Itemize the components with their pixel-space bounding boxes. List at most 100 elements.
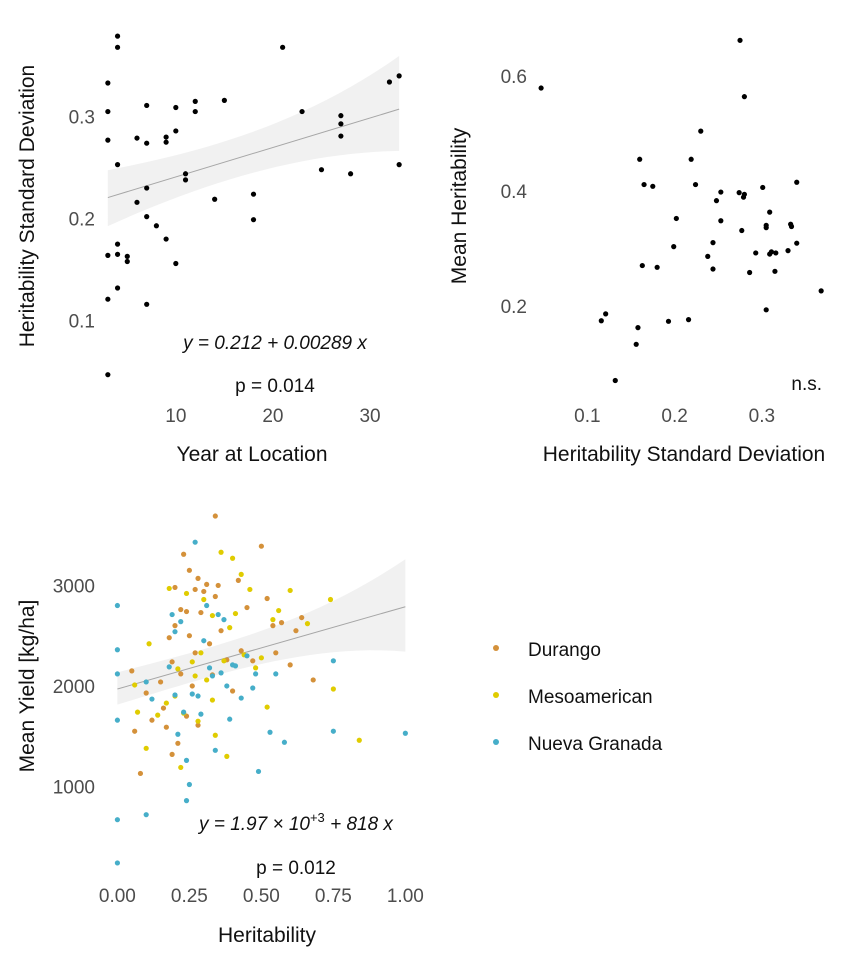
data-point [144, 140, 150, 146]
data-point [198, 650, 204, 656]
data-point [105, 137, 111, 143]
data-point [186, 567, 192, 573]
data-point [635, 325, 641, 331]
data-point [338, 121, 344, 127]
data-point [172, 584, 178, 591]
y-tick-label: 2000 [53, 677, 95, 698]
data-point [206, 665, 213, 671]
data-point [114, 44, 121, 50]
data-point [267, 729, 273, 735]
data-point [172, 629, 178, 635]
data-point [114, 602, 120, 609]
data-point [280, 44, 286, 50]
data-point [692, 181, 699, 188]
panel-sd-vs-mean-heritability: 0.1 0.2 0.3 0.2 0.4 0.6 Heritability Standar… [448, 37, 825, 466]
data-point [114, 860, 120, 866]
data-point [250, 217, 257, 223]
significance-label: n.s. [791, 374, 822, 395]
data-point [741, 191, 747, 197]
data-point [181, 709, 187, 715]
data-point [172, 692, 178, 698]
data-point [330, 686, 336, 692]
regression-line [107, 108, 400, 199]
data-point [330, 728, 336, 734]
data-point [114, 671, 120, 677]
x-tick-label: 0.25 [171, 886, 208, 907]
y-tick-label: 3000 [53, 576, 95, 597]
data-point [157, 679, 164, 685]
legend-marker-nueva-granada [493, 739, 499, 745]
data-point [114, 285, 121, 291]
y-tick-label: 0.4 [501, 182, 528, 203]
data-point [741, 94, 747, 100]
data-point [396, 162, 402, 168]
data-point [255, 768, 262, 775]
x-tick-label: 0.2 [661, 406, 687, 427]
data-point [612, 377, 618, 384]
data-point [386, 79, 393, 85]
data-point [356, 737, 362, 743]
data-point [718, 218, 724, 224]
data-point [105, 108, 111, 115]
x-tick-label: 0.3 [749, 406, 775, 427]
y-tick-label: 0.1 [69, 312, 95, 333]
data-point [132, 728, 138, 734]
x-tick-label: 20 [262, 406, 283, 427]
data-point [114, 647, 120, 653]
x-tick-label: 0.75 [315, 886, 352, 907]
data-point [650, 183, 656, 189]
data-point [189, 683, 195, 689]
data-point [195, 575, 201, 581]
data-point [198, 609, 204, 616]
data-point [253, 671, 259, 677]
legend-label-durango: Durango [528, 640, 601, 661]
data-point [710, 240, 716, 246]
data-point [163, 236, 169, 242]
legend-marker-durango [493, 645, 499, 651]
data-point [105, 80, 111, 86]
y-axis-title: Heritability Standard Deviation [16, 65, 39, 347]
data-point [224, 683, 230, 689]
y-tick-label: 0.2 [501, 297, 527, 318]
confidence-band [107, 56, 400, 227]
data-point [172, 623, 178, 629]
data-point [304, 621, 311, 627]
data-point [718, 189, 724, 195]
data-point [287, 587, 293, 594]
data-point [221, 617, 227, 623]
data-point [183, 590, 190, 597]
data-point [232, 663, 239, 669]
data-point [189, 691, 195, 697]
data-point [538, 85, 544, 91]
data-point [166, 585, 172, 592]
data-point [710, 266, 716, 272]
data-point [238, 648, 244, 654]
data-point [760, 184, 766, 191]
y-tick-label: 0.3 [69, 108, 95, 129]
regression-equation: y = 0.212 + 0.00289 x [181, 333, 368, 354]
data-point [114, 162, 121, 168]
data-point [218, 628, 224, 634]
data-point [192, 98, 198, 104]
data-point [143, 679, 149, 685]
data-point [212, 732, 218, 738]
data-point [238, 695, 244, 701]
data-point [178, 606, 184, 613]
data-point [639, 262, 645, 269]
y-tick-label: 0.2 [69, 210, 95, 231]
data-point [299, 108, 305, 115]
y-axis-title: Mean Heritability [448, 127, 471, 284]
data-point [163, 700, 169, 706]
data-point [105, 372, 111, 378]
data-point [192, 108, 198, 115]
data-point [169, 611, 175, 618]
legend-label-mesoamerican: Mesoamerican [528, 687, 653, 708]
data-point [221, 658, 227, 664]
data-point [281, 739, 288, 745]
data-point [195, 718, 201, 724]
data-point [218, 549, 224, 555]
data-point [763, 307, 769, 313]
data-point [153, 223, 160, 229]
data-point [713, 198, 720, 204]
data-point [175, 731, 181, 737]
